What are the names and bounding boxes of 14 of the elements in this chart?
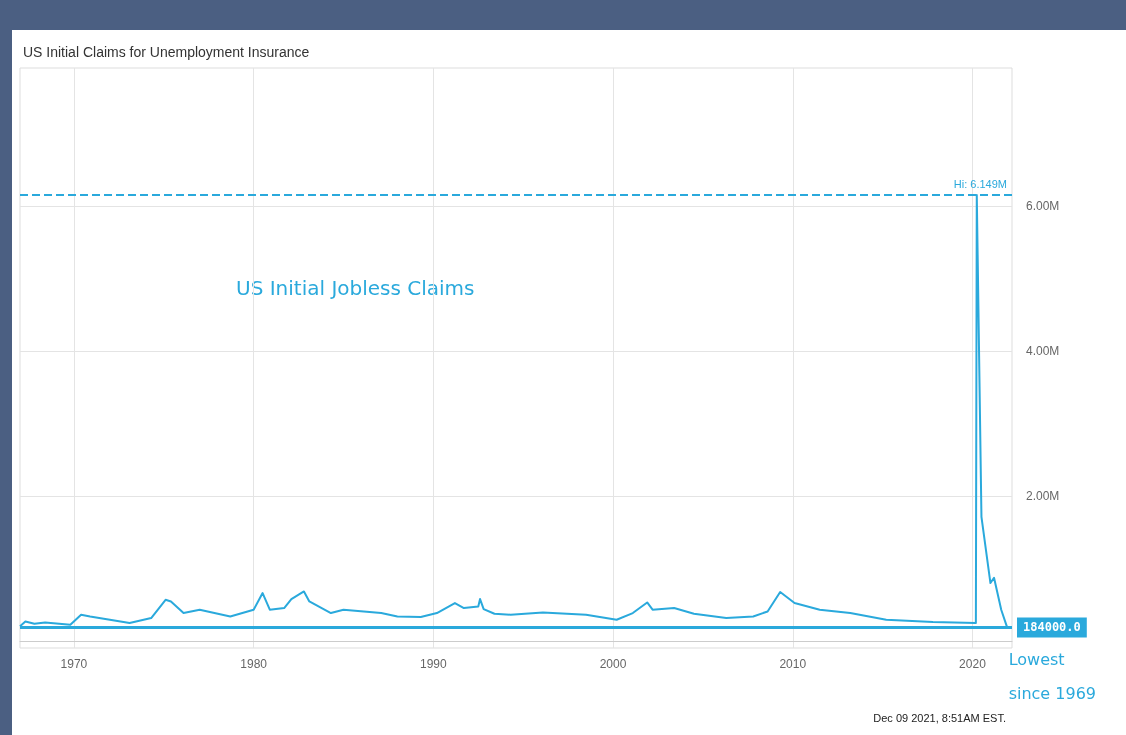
x-tick-label: 2020 [959,657,987,671]
y-tick-label: 6.00M [1026,198,1060,213]
y-tick-label: 4.00M [1026,343,1060,358]
chart-title: US Initial Claims for Unemployment Insurance [23,44,310,60]
ref-line-label: 184000.0 [1023,620,1081,635]
x-tick-label: 1990 [419,657,447,671]
ref-line-label: Hi: 6.149M [953,178,1007,191]
text: Dec 09 2021, 8:51AM EST. [873,711,1006,724]
x-tick-label: 1970 [60,657,88,671]
x-tick-label: 1980 [240,657,268,671]
text: Lowest since 1969 [1008,649,1097,703]
x-tick-label: 2000 [599,657,627,671]
x-tick-label: 2010 [779,657,807,671]
y-tick-label: 2.00M [1026,488,1060,503]
